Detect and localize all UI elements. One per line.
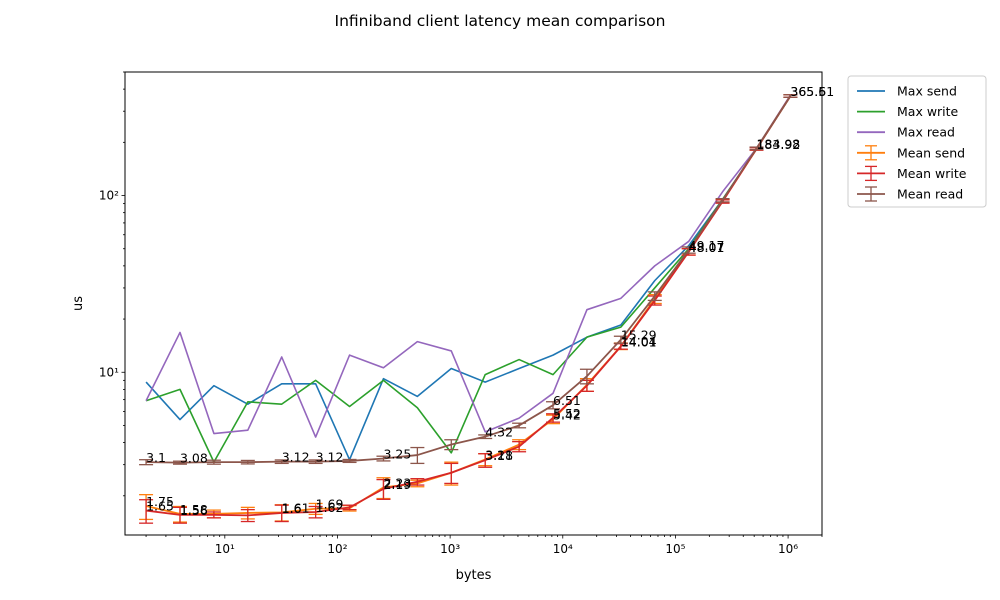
legend-item: Max write	[857, 104, 959, 119]
data-label: 48.01	[689, 240, 725, 255]
data-label: 5.52	[553, 406, 581, 421]
data-label: 1.58	[180, 502, 208, 517]
data-label: 1.62	[316, 500, 344, 515]
x-tick-label: 10¹	[215, 542, 235, 556]
data-label: 4.32	[485, 425, 513, 440]
data-annotations: 1.751.65 1.581.56 1.611.6 1.691.62 2.232.19 3…	[146, 84, 834, 518]
y-tick-label: 10²	[99, 189, 119, 203]
data-label: 184.98	[756, 136, 800, 151]
data-label: 3.21	[485, 447, 513, 462]
x-axis: 10¹ 10² 10³ 10⁴ 10⁵ 10⁶	[145, 535, 823, 556]
series-max-send	[145, 95, 792, 461]
data-label: 48.07	[689, 240, 725, 255]
data-label: 5.42	[553, 407, 581, 422]
series-line	[145, 95, 792, 461]
data-label: 1.61	[282, 500, 310, 515]
data-label: 365.61	[790, 84, 834, 99]
data-label: 14.04	[621, 334, 657, 349]
x-tick-label: 10⁵	[665, 542, 685, 556]
data-label: 15.29	[621, 328, 657, 343]
x-tick-label: 10²	[327, 542, 347, 556]
x-tick-label: 10⁴	[553, 542, 573, 556]
legend-item: Max read	[857, 125, 955, 140]
legend-label: Mean read	[897, 187, 963, 202]
data-label: 2.19	[383, 477, 411, 492]
legend-label: Mean send	[897, 145, 965, 160]
data-label: 1.6	[282, 501, 302, 516]
data-label: 2.23	[383, 475, 411, 490]
data-label: 3.12	[282, 450, 310, 465]
series-line	[145, 95, 792, 517]
data-label: 3.12	[316, 450, 344, 465]
y-axis-label: us	[71, 296, 86, 311]
plot-area: 1.751.65 1.581.56 1.611.6 1.691.62 2.232.19 3…	[139, 84, 834, 524]
series-max-read	[145, 94, 792, 438]
data-label: 1.56	[180, 503, 208, 518]
legend-item: Mean send	[857, 145, 965, 161]
y-axis: 10¹ 10²	[99, 71, 125, 497]
data-label: 183.92	[756, 137, 800, 152]
data-label: 1.69	[316, 497, 344, 512]
data-label: 3.25	[383, 447, 411, 462]
legend-label: Max read	[897, 125, 955, 140]
legend-label: Max send	[897, 84, 957, 99]
legend-item: Max send	[857, 84, 957, 99]
data-label: 365.5	[790, 84, 826, 99]
y-tick-label: 10¹	[99, 365, 119, 379]
data-label: 14.01	[621, 334, 657, 349]
data-label: 6.51	[553, 393, 581, 408]
legend-item: Mean read	[857, 186, 963, 202]
data-label: 49.17	[689, 238, 725, 253]
chart-title: Infiniband client latency mean compariso…	[335, 12, 666, 30]
series-line	[146, 95, 792, 464]
data-label: 1.75	[146, 494, 174, 509]
axes-frame	[124, 71, 823, 536]
data-label: 3.1	[146, 450, 166, 465]
data-label: 3.18	[485, 448, 513, 463]
legend-label: Max write	[897, 104, 959, 119]
data-label: 1.65	[146, 499, 174, 514]
x-tick-label: 10³	[440, 542, 460, 556]
legend: Max send Max write Max read Mean send Mean w…	[847, 75, 987, 208]
x-tick-label: 10⁶	[778, 542, 798, 556]
series-line	[145, 94, 792, 438]
data-label: 3.08	[180, 451, 208, 466]
legend-item: Mean write	[857, 165, 967, 182]
series-mean-read	[139, 94, 798, 466]
legend-label: Mean write	[897, 166, 967, 181]
x-axis-label: bytes	[456, 568, 492, 583]
